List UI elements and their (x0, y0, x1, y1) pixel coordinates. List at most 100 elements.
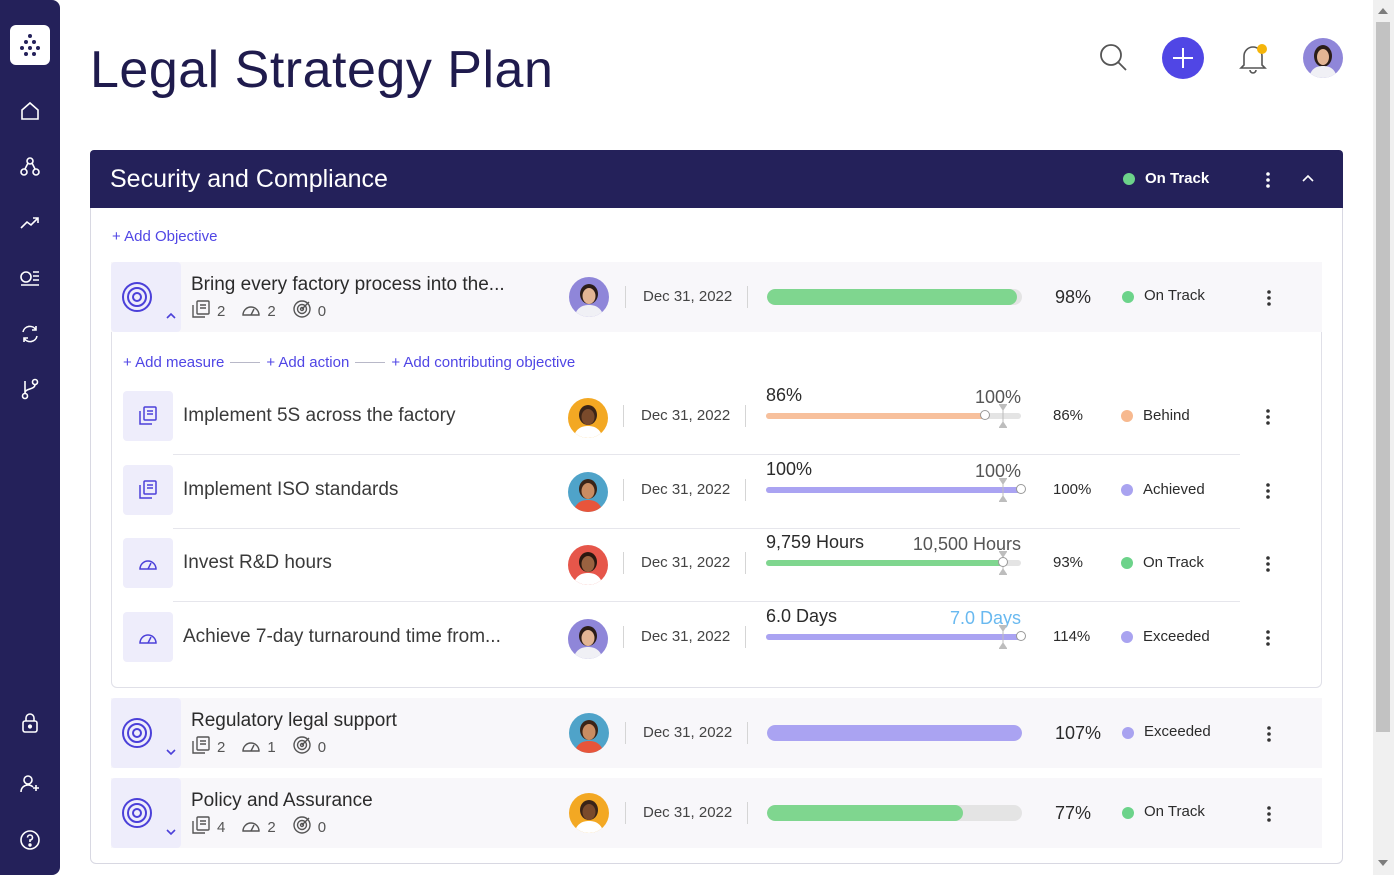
measure-icon (241, 735, 267, 759)
progress-track (766, 404, 1021, 428)
bell-icon[interactable] (1238, 42, 1268, 74)
key-result-row[interactable]: Achieve 7-day turnaround time from... Dec… (123, 602, 1270, 676)
objective-target-icon[interactable] (111, 698, 181, 768)
key-result-row[interactable]: Invest R&D hours Dec 31, 2022 9,759 Hours 1… (123, 528, 1270, 602)
progress-track (766, 551, 1021, 575)
owner-avatar[interactable] (569, 713, 609, 753)
progress-percent: 77% (1055, 803, 1092, 823)
owner-avatar[interactable] (568, 472, 608, 512)
owner-avatar[interactable] (568, 398, 608, 438)
objective-meta: 2 1 0 (191, 735, 342, 759)
objective-row[interactable]: Policy and Assurance 4 2 0 Dec 31, 2022 77% On… (111, 778, 1322, 848)
divider (745, 479, 746, 501)
status-label: Achieved (1143, 481, 1205, 498)
key-result-title[interactable]: Achieve 7-day turnaround time from... (183, 626, 501, 647)
action-icon (191, 815, 217, 839)
contributing-count: 0 (317, 738, 327, 756)
more-options-icon[interactable] (1261, 804, 1277, 824)
progress-fill (767, 289, 1017, 305)
objective-title[interactable]: Regulatory legal support (191, 710, 397, 731)
measure-icon[interactable] (123, 538, 173, 588)
status-dot (1122, 807, 1134, 819)
target-value: 7.0 Days (949, 608, 1021, 628)
objective-target-icon[interactable] (111, 262, 181, 332)
owner-avatar[interactable] (569, 277, 609, 317)
key-result-title[interactable]: Implement ISO standards (183, 479, 399, 500)
progress-knob[interactable] (980, 410, 990, 420)
divider (747, 802, 748, 824)
sync-icon[interactable] (18, 322, 42, 346)
more-options-icon[interactable] (1260, 554, 1276, 574)
section-more-icon[interactable] (1260, 170, 1276, 190)
action-icon[interactable] (123, 391, 173, 441)
key-result-title[interactable]: Implement 5S across the factory (183, 405, 456, 426)
scroll-up-icon[interactable] (1378, 8, 1388, 14)
objective-target-icon[interactable] (111, 778, 181, 848)
target-value: 10,500 Hours (912, 534, 1021, 554)
contributing-count: 0 (317, 302, 327, 320)
progress-percent: 93% (1053, 554, 1084, 571)
status-dot (1122, 727, 1134, 739)
divider (745, 626, 746, 648)
action-icon[interactable] (123, 465, 173, 515)
owner-avatar[interactable] (569, 793, 609, 833)
objective-title[interactable]: Policy and Assurance (191, 790, 373, 811)
progress-track (766, 478, 1026, 502)
measures-count: 2 (267, 302, 276, 320)
current-value: 6.0 Days (766, 606, 838, 626)
key-result-row[interactable]: Implement ISO standards Dec 31, 2022 100% 1… (123, 455, 1270, 529)
add-objective-link[interactable]: + Add Objective (112, 228, 218, 245)
add-user-icon[interactable] (18, 772, 42, 796)
more-options-icon[interactable] (1260, 481, 1276, 501)
branch-icon[interactable] (18, 377, 42, 401)
divider (623, 626, 624, 648)
add-links-bar: + Add measure + Add action + Add contrib… (123, 354, 575, 371)
current-value: 9,759 Hours (766, 532, 865, 552)
section-title: Security and Compliance (110, 165, 388, 193)
lock-icon[interactable] (18, 711, 42, 735)
more-options-icon[interactable] (1261, 288, 1277, 308)
objective-title[interactable]: Bring every factory process into the... (191, 274, 505, 295)
section-header: Security and Compliance On Track (90, 150, 1343, 208)
target-value: 100% (974, 387, 1021, 407)
user-avatar[interactable] (1303, 38, 1343, 78)
more-options-icon[interactable] (1260, 407, 1276, 427)
progress-fill (766, 560, 1003, 566)
search-icon[interactable] (1098, 42, 1128, 72)
objective-row[interactable]: Regulatory legal support 2 1 0 Dec 31, 2022 1… (111, 698, 1322, 768)
chevron-up-icon[interactable] (1300, 170, 1316, 186)
list-icon[interactable] (18, 266, 42, 290)
owner-avatar[interactable] (568, 619, 608, 659)
owner-avatar[interactable] (568, 545, 608, 585)
add-button[interactable] (1162, 37, 1204, 79)
progress-knob[interactable] (1016, 631, 1026, 641)
hierarchy-icon[interactable] (18, 155, 42, 179)
progress-bar (767, 289, 1022, 305)
key-result-title[interactable]: Invest R&D hours (183, 552, 332, 573)
objective-row[interactable]: Bring every factory process into the... 2… (111, 262, 1322, 332)
contributing-objective-icon (292, 735, 318, 759)
status-dot (1122, 291, 1134, 303)
measure-icon[interactable] (123, 612, 173, 662)
home-icon[interactable] (18, 99, 42, 123)
progress-fill (767, 725, 1022, 741)
trend-icon[interactable] (18, 211, 42, 235)
scroll-thumb[interactable] (1376, 22, 1390, 732)
more-options-icon[interactable] (1261, 724, 1277, 744)
scroll-down-icon[interactable] (1378, 860, 1388, 866)
status-dot (1121, 557, 1133, 569)
add-contributing-objective-link[interactable]: + Add contributing objective (391, 354, 576, 371)
help-icon[interactable] (18, 828, 42, 852)
target-value: 100% (974, 461, 1021, 481)
logo-icon[interactable] (10, 25, 50, 65)
add-measure-link[interactable]: + Add measure (123, 354, 225, 371)
separator-line (230, 362, 261, 363)
separator-line (355, 362, 386, 363)
add-action-link[interactable]: + Add action (266, 354, 350, 371)
key-result-row[interactable]: Implement 5S across the factory Dec 31, 2… (123, 381, 1270, 455)
more-options-icon[interactable] (1260, 628, 1276, 648)
progress-knob[interactable] (998, 557, 1008, 567)
scrollbar[interactable] (1373, 0, 1394, 875)
expanded-objective-panel (111, 330, 1322, 688)
progress-knob[interactable] (1016, 484, 1026, 494)
